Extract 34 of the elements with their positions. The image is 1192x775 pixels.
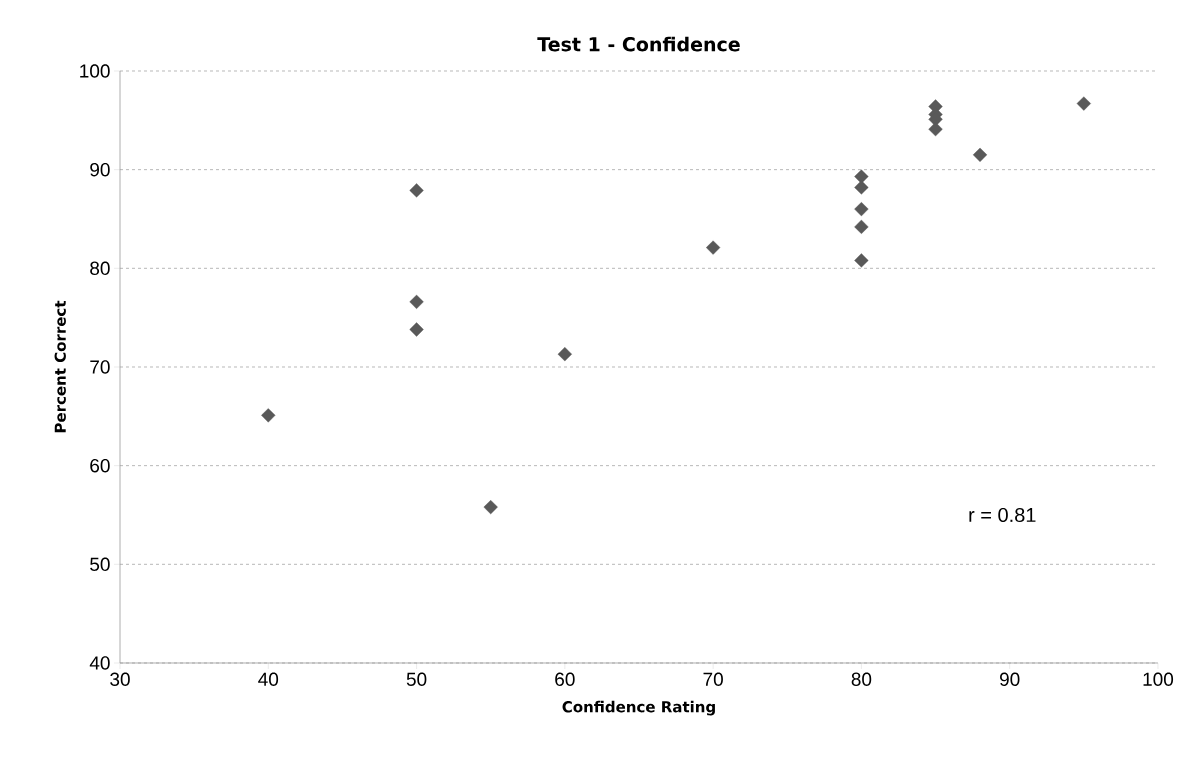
point	[854, 169, 869, 184]
point	[1076, 96, 1091, 111]
y-tick-label: 50	[90, 557, 110, 572]
point	[409, 322, 424, 337]
y-axis-title: Percent Correct	[54, 300, 66, 433]
point	[706, 240, 721, 255]
point	[409, 294, 424, 309]
x-axis-title: Confidence Rating	[562, 700, 715, 716]
annotation: r = 0.81	[969, 507, 1036, 523]
point	[409, 183, 424, 198]
x-tick-label: 70	[703, 672, 723, 686]
point	[854, 202, 869, 217]
y-tick-label: 90	[90, 162, 110, 177]
point	[928, 122, 943, 137]
y-tick-label: 100	[80, 64, 110, 78]
point	[854, 253, 869, 268]
chart-title: Test 1 - Confidence	[537, 36, 740, 52]
x-tick-label: 40	[258, 672, 279, 686]
point	[854, 180, 869, 195]
point	[972, 147, 988, 162]
x-tick-label: 90	[1000, 672, 1020, 686]
x-tick-label: 80	[851, 672, 872, 686]
x-tick-label: 60	[555, 672, 575, 686]
point	[854, 219, 869, 234]
y-tick-label: 80	[90, 261, 110, 276]
point	[261, 408, 276, 423]
point	[483, 500, 498, 515]
x-tick-label: 30	[110, 672, 130, 686]
x-tick-label: 100	[1143, 672, 1174, 686]
point	[557, 347, 572, 362]
x-tick-label: 50	[406, 672, 427, 686]
y-tick-label: 40	[89, 656, 110, 670]
y-tick-label: 70	[90, 360, 110, 374]
y-tick-label: 60	[90, 458, 110, 473]
